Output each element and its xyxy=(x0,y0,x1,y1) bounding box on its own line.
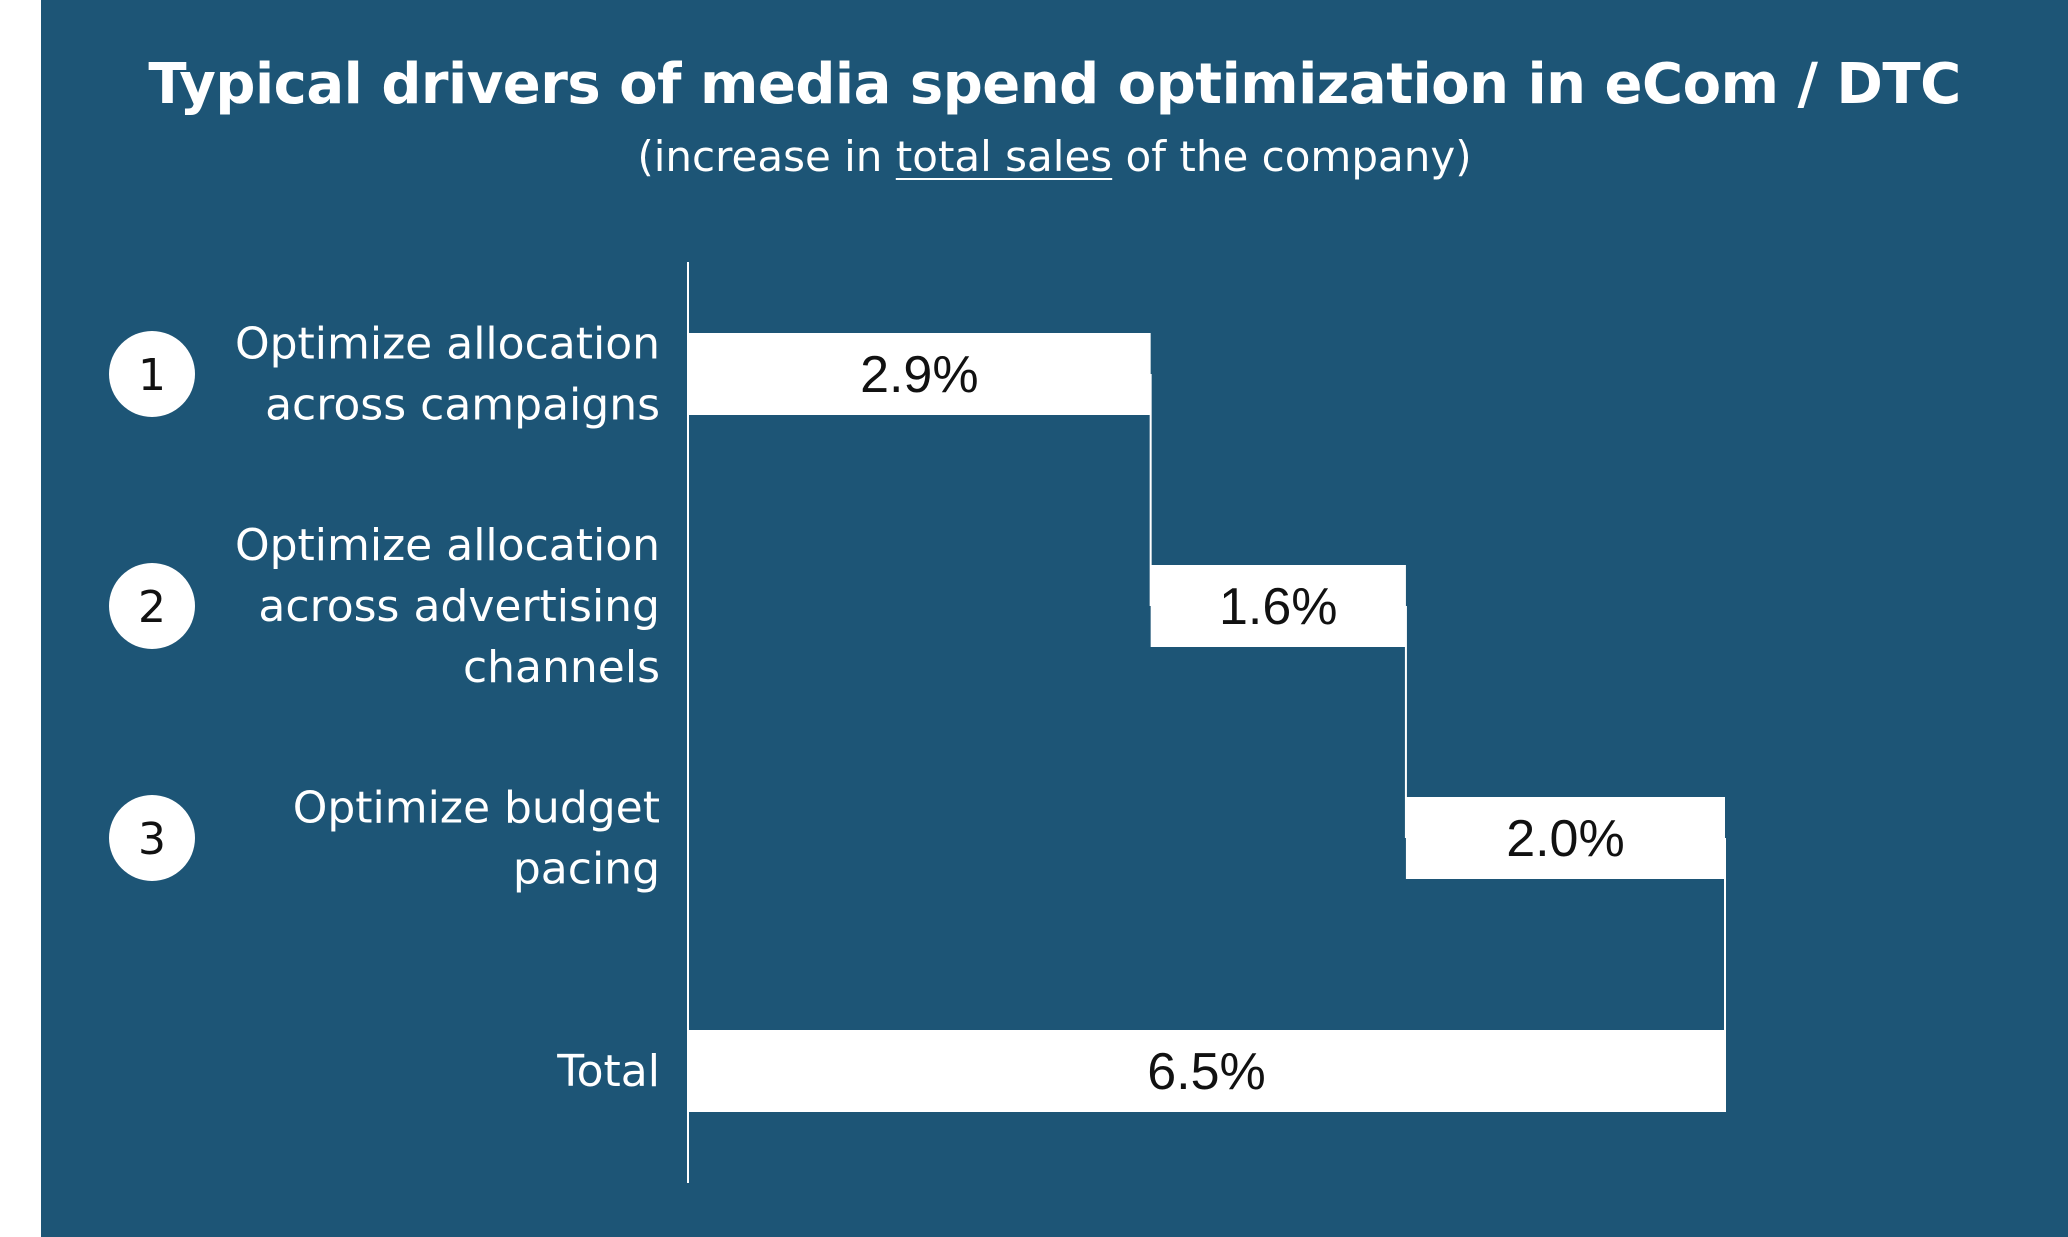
category-label: across advertising xyxy=(258,581,660,632)
subtitle-suffix: of the company) xyxy=(1112,132,1472,181)
chart-title: Typical drivers of media spend optimizat… xyxy=(148,52,1961,117)
category-label: Optimize budget xyxy=(293,783,660,834)
step-number-circle xyxy=(109,331,195,417)
waterfall-bar-1 xyxy=(688,333,1151,415)
waterfall-bar-3 xyxy=(1405,797,1725,879)
step-number: 3 xyxy=(138,814,166,865)
bar-value-label: 1.6% xyxy=(1219,578,1338,636)
chart-subtitle: (increase in total sales of the company) xyxy=(41,132,2068,181)
step-number: 2 xyxy=(138,582,166,633)
bar-value-label: 6.5% xyxy=(1147,1043,1266,1101)
step-number-circle xyxy=(109,795,195,881)
total-bar xyxy=(688,1030,1725,1112)
step-number-circle xyxy=(109,563,195,649)
category-label: Total xyxy=(556,1046,660,1097)
bar-value-label: 2.9% xyxy=(860,346,979,404)
category-label: channels xyxy=(463,642,660,693)
category-label: across campaigns xyxy=(265,380,660,431)
bar-value-label: 2.0% xyxy=(1506,810,1625,868)
category-label: Optimize allocation xyxy=(235,319,660,370)
subtitle-prefix: (increase in xyxy=(637,132,896,181)
step-number: 1 xyxy=(138,350,166,401)
category-label: Optimize allocation xyxy=(235,520,660,571)
category-label: pacing xyxy=(513,844,660,895)
waterfall-bar-2 xyxy=(1150,565,1406,647)
subtitle-underlined: total sales xyxy=(895,132,1113,181)
